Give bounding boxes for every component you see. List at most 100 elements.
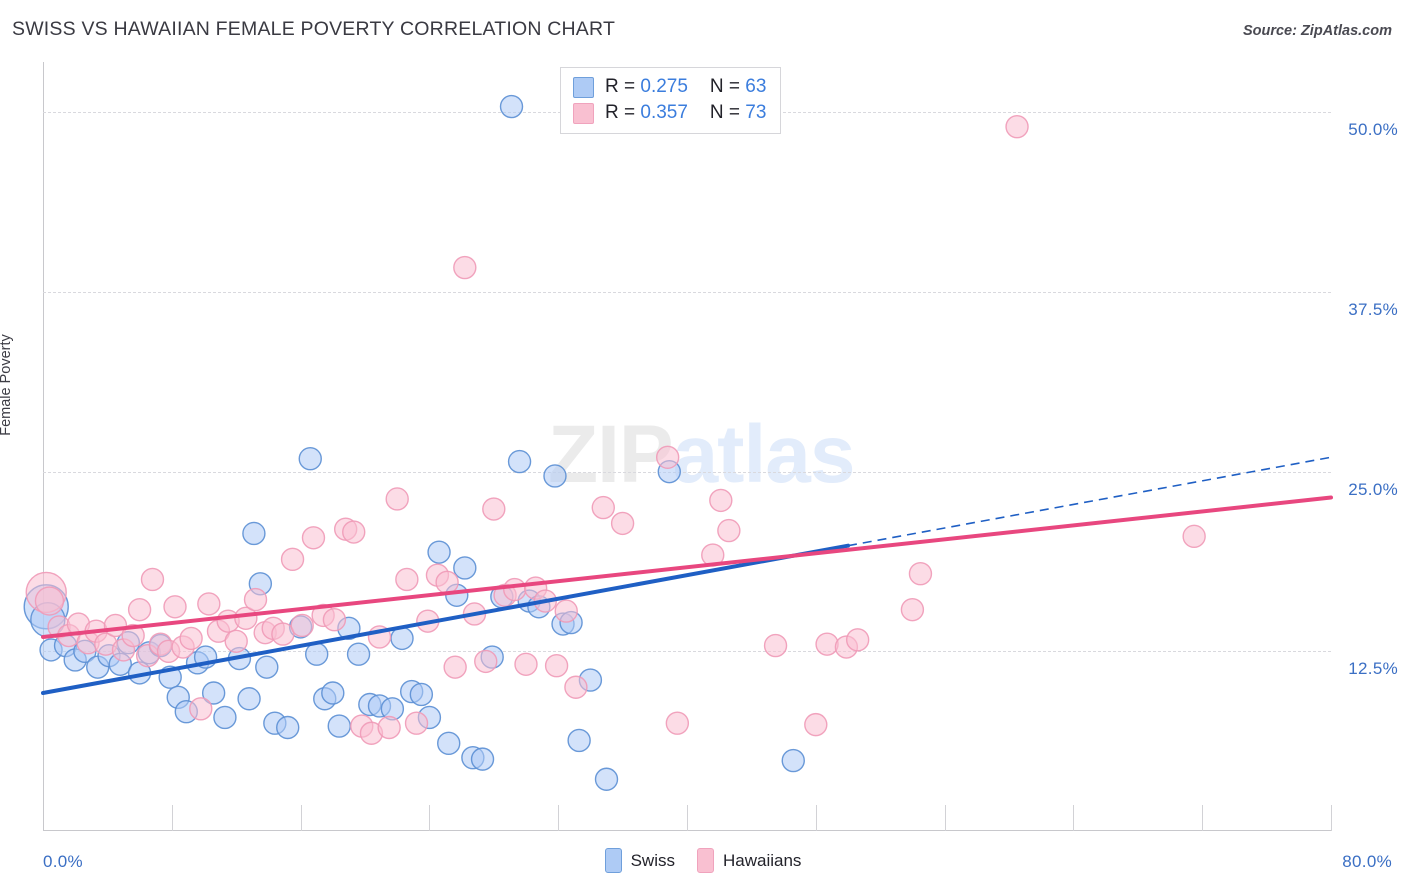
page-title: SWISS VS HAWAIIAN FEMALE POVERTY CORRELA… [12,18,616,40]
data-point [900,597,925,622]
data-point [1005,114,1029,139]
data-point [243,587,268,612]
data-point [224,629,248,653]
data-point [301,526,326,550]
legend-swatch-hawaiians-icon [573,102,594,124]
data-point [470,747,495,771]
series-swiss [23,86,805,791]
data-point [298,447,322,471]
data-point [482,497,506,521]
data-point [242,521,266,546]
data-point [409,682,434,707]
data-point [453,255,477,280]
data-point [908,562,933,586]
y-axis-tick-label: 25.0% [1348,479,1398,499]
x-axis-tick [1073,805,1075,831]
data-point [179,626,203,651]
data-point [453,556,477,580]
data-point [544,654,569,678]
data-point [197,592,221,616]
data-point [201,681,226,705]
data-point [655,445,680,469]
data-point [594,767,619,791]
data-point [543,464,567,488]
y-axis-title: Female Poverty [0,334,14,436]
data-point [34,586,65,616]
data-point [121,623,145,648]
data-point [815,632,839,656]
legend-swatch-swiss-icon [573,76,594,98]
series-legend-swatch-swiss-icon [604,848,622,873]
legend-row-swiss: R = 0.275 N = 63 [573,74,766,100]
data-point [377,715,401,740]
data-point [665,711,690,735]
series-hawaiians [25,114,1206,745]
series-legend-item-swiss[interactable]: Swiss [604,848,675,873]
x-axis-tick [558,805,560,831]
data-point [554,599,578,623]
legend-hawaiians-r: R = 0.357 [605,102,688,124]
legend-hawaiians-n: N = 73 [710,102,767,124]
legend-swiss-n-label: N = [709,76,746,97]
data-point [507,449,532,474]
legend-swiss-r: R = 0.275 [605,76,688,98]
data-point [255,655,279,679]
scatter-points-layer [23,86,1333,791]
legend-hawaiians-r-label: R = [605,102,641,123]
x-axis-tick [687,805,688,831]
gridline [43,291,1331,293]
data-point [127,597,152,622]
y-axis-tick-label: 50.0% [1348,120,1398,140]
x-axis-tick [1202,805,1204,831]
x-axis-min-label: 0.0% [43,852,83,871]
data-point [763,633,788,658]
data-point [514,652,538,676]
x-axis-tick [944,805,946,831]
data-point [213,705,237,730]
data-point [322,608,347,632]
data-point [443,655,467,679]
data-point [804,712,828,737]
data-point [280,547,305,572]
gridline [43,651,1331,653]
x-axis-tick [171,805,173,831]
series-legend-item-hawaiians[interactable]: Hawaiians [696,848,801,873]
data-point [717,518,741,543]
series-legend: Swiss Hawaiians [0,848,1406,873]
data-point [321,681,345,705]
data-point [271,622,295,646]
data-point [237,687,261,711]
data-point [499,94,524,119]
legend-hawaiians-n-label: N = [709,102,746,123]
data-point [404,711,429,735]
data-point [435,570,459,595]
series-legend-label-swiss: Swiss [630,850,675,870]
gridline [43,471,1331,473]
data-point [140,567,165,592]
y-axis-tick-label: 37.5% [1348,299,1398,319]
data-point [610,511,635,536]
legend-row-hawaiians: R = 0.357 N = 73 [573,100,766,126]
x-axis-tick [429,805,431,831]
trendline-hawaiians [41,495,1333,639]
legend-hawaiians-r-value: 0.357 [640,102,688,123]
legend-swiss-r-value: 0.275 [640,76,688,97]
data-point [346,642,371,666]
x-axis-max-label: 80.0% [1342,852,1392,871]
y-axis-line [43,62,44,831]
legend-hawaiians-n-value: 73 [745,102,767,123]
plot-area [23,62,1333,831]
data-point [427,540,451,564]
data-point [276,715,300,740]
x-axis-tick [1331,805,1332,831]
source-attribution: Source: ZipAtlas.com [1242,23,1392,39]
data-point [567,728,591,753]
data-point [305,642,329,666]
y-axis-tick-label: 12.5% [1348,659,1398,679]
data-point [1182,524,1206,549]
data-point [163,595,187,619]
data-point [474,649,498,674]
x-axis-tick [300,805,302,831]
data-point [342,520,366,544]
